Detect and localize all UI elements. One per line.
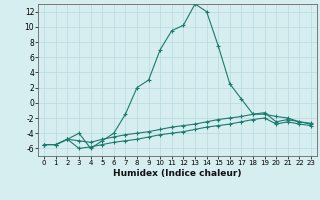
X-axis label: Humidex (Indice chaleur): Humidex (Indice chaleur) [113, 169, 242, 178]
